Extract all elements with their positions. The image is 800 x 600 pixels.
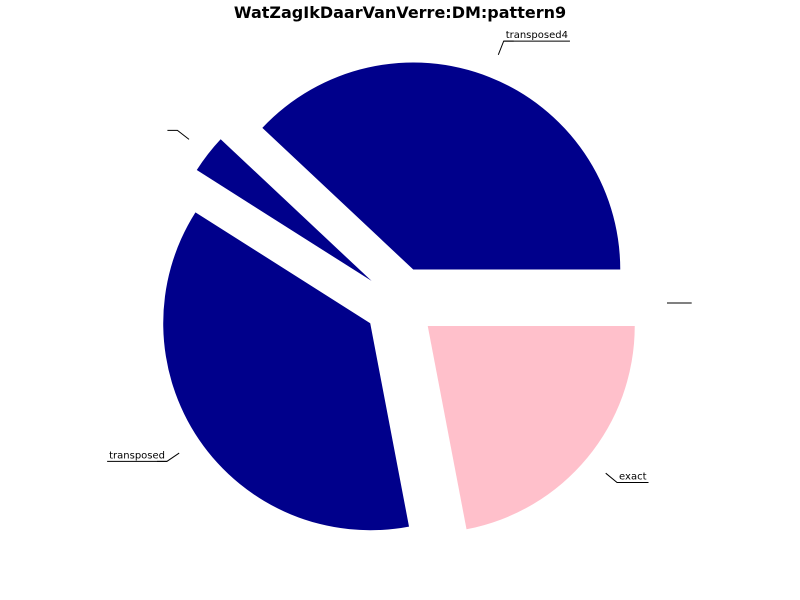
pie-slices	[163, 62, 635, 531]
slice-label-exact: exact	[619, 472, 647, 483]
chart-title: WatZagIkDaarVanVerre:DM:pattern9	[234, 3, 566, 22]
slice-label-transposed: transposed	[109, 450, 165, 461]
pie-slice-exact	[427, 325, 635, 530]
pie-slice-transposed	[163, 212, 410, 531]
slice-label-transposed4: transposed4	[506, 30, 568, 41]
slice-labels: transposed4 transposed exact	[107, 30, 692, 484]
pie-slice-transposed4	[262, 62, 621, 270]
leader-line-1	[167, 129, 190, 140]
pie-slice-unlabeled-1	[196, 139, 372, 281]
leader-line-0	[497, 40, 514, 55]
